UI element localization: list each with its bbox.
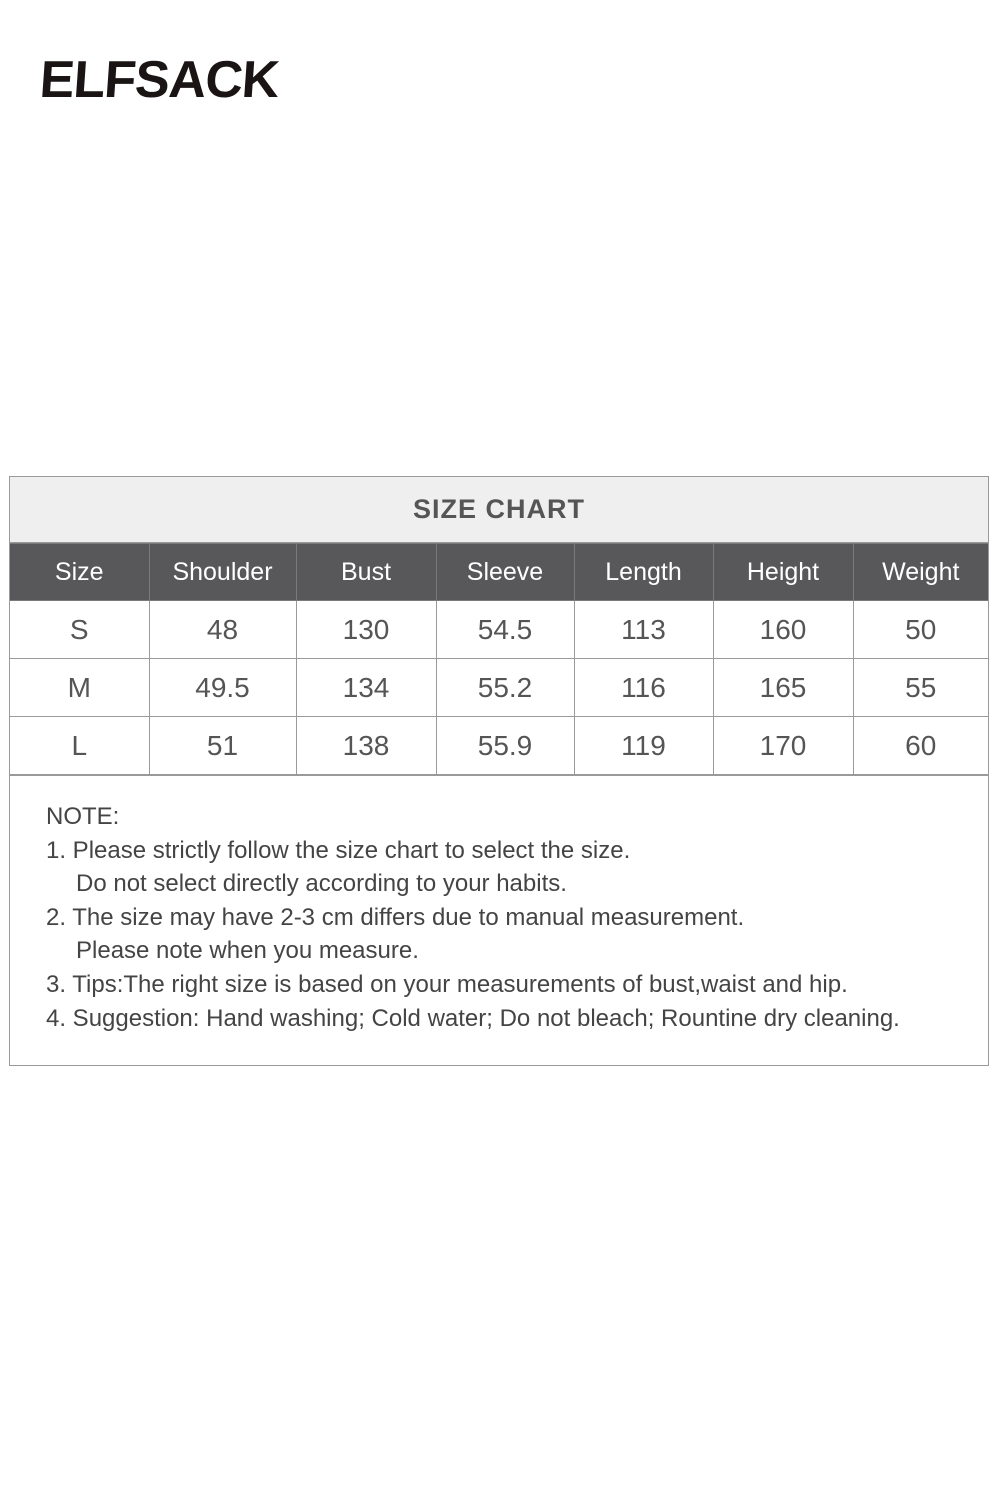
size-table: Size Shoulder Bust Sleeve Length Height …: [10, 543, 988, 775]
table-cell: 113: [573, 600, 714, 659]
column-header: Length: [573, 543, 714, 601]
notes-section: NOTE: 1. Please strictly follow the size…: [10, 775, 988, 1065]
table-cell: 160: [712, 600, 854, 659]
brand-logo: ELFSACK: [37, 44, 281, 116]
column-header: Bust: [295, 543, 437, 601]
column-header: Height: [712, 543, 854, 601]
table-cell: 116: [573, 658, 714, 717]
table-cell: 134: [295, 658, 437, 717]
table-cell: 51: [148, 716, 297, 775]
size-chart: SIZE CHART Size Shoulder Bust Sleeve Len…: [9, 476, 989, 1067]
table-cell: 55: [852, 658, 988, 717]
table-cell: M: [10, 658, 150, 717]
table-row: S 48 130 54.5 113 160 50: [10, 600, 988, 659]
table-row: M 49.5 134 55.2 116 165 55: [10, 658, 988, 717]
column-header: Sleeve: [435, 543, 575, 601]
table-cell: 50: [852, 600, 988, 659]
size-chart-title: SIZE CHART: [10, 477, 988, 543]
table-cell: 55.2: [435, 658, 575, 717]
note-line: 3. Tips:The right size is based on your …: [46, 970, 848, 998]
table-cell: 119: [573, 716, 714, 775]
table-cell: S: [10, 600, 150, 659]
table-cell: L: [10, 716, 150, 775]
note-line: 4. Suggestion: Hand washing; Cold water;…: [46, 1004, 900, 1032]
note-line: Please note when you measure.: [76, 937, 419, 965]
table-header-row: Size Shoulder Bust Sleeve Length Height …: [10, 543, 988, 601]
table-cell: 54.5: [435, 600, 575, 659]
brand-logo-text: ELFSACK: [37, 51, 281, 109]
table-cell: 60: [852, 716, 988, 775]
table-cell: 49.5: [148, 658, 297, 717]
table-row: L 51 138 55.9 119 170 60: [10, 716, 988, 775]
table-cell: 48: [148, 600, 297, 659]
table-cell: 170: [712, 716, 854, 775]
column-header: Weight: [852, 543, 988, 601]
table-cell: 130: [295, 600, 437, 659]
column-header: Size: [10, 543, 150, 601]
notes-heading: NOTE:: [46, 803, 120, 830]
note-line: 2. The size may have 2-3 cm differs due …: [46, 903, 745, 931]
table-cell: 55.9: [435, 716, 575, 775]
table-cell: 165: [712, 658, 854, 717]
column-header: Shoulder: [148, 543, 297, 601]
note-line: Do not select directly according to your…: [76, 870, 567, 898]
note-line: 1. Please strictly follow the size chart…: [46, 836, 631, 864]
table-cell: 138: [295, 716, 437, 775]
